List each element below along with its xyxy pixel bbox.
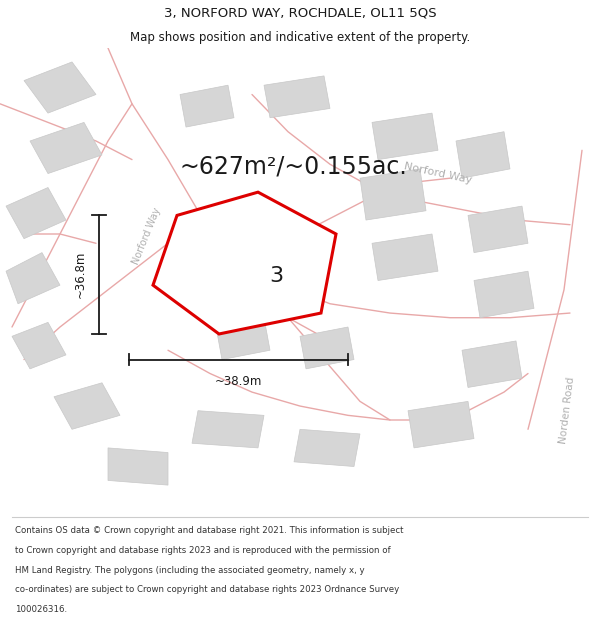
Polygon shape	[456, 132, 510, 178]
Polygon shape	[468, 206, 528, 252]
Polygon shape	[462, 341, 522, 388]
Polygon shape	[192, 411, 264, 448]
Polygon shape	[30, 122, 102, 174]
Polygon shape	[108, 448, 168, 485]
Text: Contains OS data © Crown copyright and database right 2021. This information is : Contains OS data © Crown copyright and d…	[15, 526, 404, 536]
Text: 3: 3	[269, 266, 283, 286]
Polygon shape	[264, 76, 330, 118]
Text: ~38.9m: ~38.9m	[215, 376, 262, 388]
Polygon shape	[12, 322, 66, 369]
Text: 100026316.: 100026316.	[15, 605, 67, 614]
Polygon shape	[360, 169, 426, 220]
Text: Norden Road: Norden Road	[558, 377, 576, 444]
Text: Norford Way: Norford Way	[403, 161, 473, 186]
Text: co-ordinates) are subject to Crown copyright and database rights 2023 Ordnance S: co-ordinates) are subject to Crown copyr…	[15, 585, 399, 594]
Polygon shape	[6, 253, 60, 304]
Text: to Crown copyright and database rights 2023 and is reproduced with the permissio: to Crown copyright and database rights 2…	[15, 546, 391, 555]
Polygon shape	[6, 188, 66, 239]
Polygon shape	[54, 382, 120, 429]
Polygon shape	[24, 62, 96, 113]
Text: ~36.8m: ~36.8m	[73, 251, 86, 298]
Polygon shape	[372, 113, 438, 159]
Text: Norford Way: Norford Way	[131, 206, 163, 266]
Polygon shape	[153, 192, 336, 334]
Polygon shape	[300, 327, 354, 369]
Polygon shape	[372, 234, 438, 281]
Polygon shape	[408, 401, 474, 448]
Text: Map shows position and indicative extent of the property.: Map shows position and indicative extent…	[130, 31, 470, 44]
Polygon shape	[474, 271, 534, 318]
Polygon shape	[222, 248, 270, 281]
Text: ~627m²/~0.155ac.: ~627m²/~0.155ac.	[180, 154, 408, 179]
Polygon shape	[216, 318, 270, 359]
Polygon shape	[180, 85, 234, 127]
Text: 3, NORFORD WAY, ROCHDALE, OL11 5QS: 3, NORFORD WAY, ROCHDALE, OL11 5QS	[164, 7, 436, 20]
Polygon shape	[294, 429, 360, 466]
Text: HM Land Registry. The polygons (including the associated geometry, namely x, y: HM Land Registry. The polygons (includin…	[15, 566, 365, 574]
